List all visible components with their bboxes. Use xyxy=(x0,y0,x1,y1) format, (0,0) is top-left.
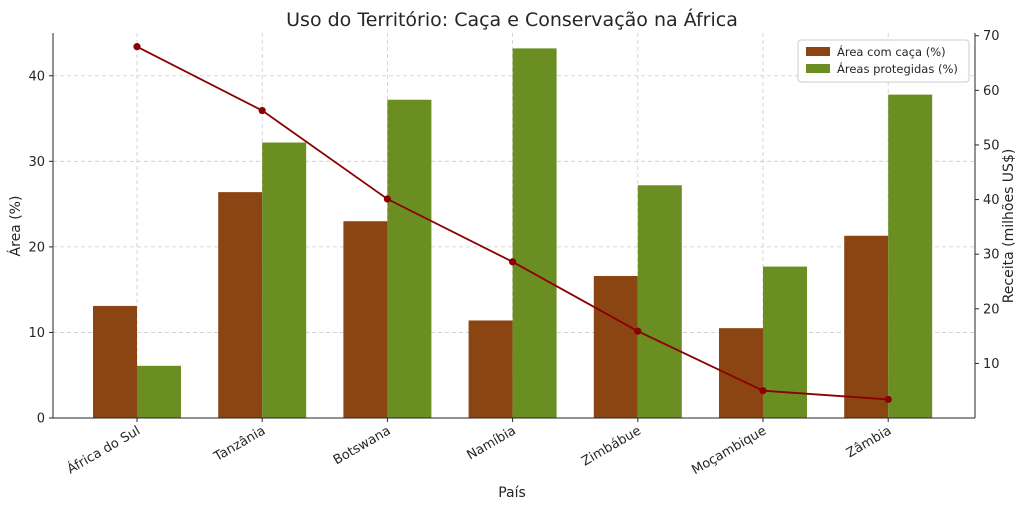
y-tick-label: 20 xyxy=(28,240,45,255)
axes xyxy=(49,33,979,422)
legend-label: Área com caça (%) xyxy=(837,44,946,59)
revenue-point-2 xyxy=(258,106,266,115)
y2-tick-label: 50 xyxy=(983,138,1000,153)
y-tick-label: 10 xyxy=(28,326,45,341)
y2-tick-label: 70 xyxy=(983,29,1000,44)
x-tick-label: Moçambique xyxy=(689,423,769,478)
legend-swatch xyxy=(806,47,830,56)
legend-box xyxy=(797,39,970,83)
protected-area-bar-3 xyxy=(387,99,432,418)
revenue-line xyxy=(133,43,892,404)
y2-tick-labels: 10 20 30 40 50 60 70 xyxy=(983,29,1000,372)
hunting-area-bar-3 xyxy=(343,221,388,418)
protected-area-bar-7 xyxy=(888,94,933,418)
hunting-area-bar-4 xyxy=(468,320,513,418)
y2-tick-label: 40 xyxy=(983,193,1000,208)
legend: Área com caça (%) Áreas protegidas (%) xyxy=(797,39,970,83)
hunting-area-bar-1 xyxy=(93,305,137,418)
revenue-point-1 xyxy=(133,43,141,51)
y-tick-label: 40 xyxy=(28,69,45,84)
revenue-point-5 xyxy=(634,327,642,335)
x-tick-label: Tanzânia xyxy=(211,423,268,465)
protected-area-bar-2 xyxy=(262,142,307,418)
hunting-area-bar-2 xyxy=(218,192,263,418)
y2-tick-label: 30 xyxy=(983,248,1000,263)
protected-area-bar-1 xyxy=(137,365,181,418)
x-tick-labels: África do Sul Tanzânia Botswana Namíbia Zimb… xyxy=(64,423,894,479)
protected-area-bar-4 xyxy=(512,48,557,419)
x-tick-label: Zâmbia xyxy=(844,423,894,461)
y-axis-label: Área (%) xyxy=(7,196,24,257)
chart-title: Uso do Território: Caça e Conservação na… xyxy=(286,8,738,31)
legend-swatch xyxy=(806,64,830,73)
y2-tick-label: 10 xyxy=(983,357,1000,372)
hunting-area-bar-7 xyxy=(844,235,889,418)
revenue-point-7 xyxy=(884,395,892,404)
y2-tick-label: 60 xyxy=(983,84,1000,99)
revenue-point-3 xyxy=(383,195,391,203)
x-tick-label: África do Sul xyxy=(64,423,143,478)
y2-axis-label: Receita (milhões US$) xyxy=(1001,149,1017,304)
x-axis-label: País xyxy=(498,485,526,501)
y2-tick-label: 20 xyxy=(983,302,1000,317)
hunting-area-bar-5 xyxy=(593,275,638,418)
y-tick-label: 0 xyxy=(37,412,45,427)
x-tick-label: Botswana xyxy=(331,423,394,468)
revenue-point-4 xyxy=(508,258,517,266)
bars xyxy=(93,48,933,419)
x-tick-label: Namíbia xyxy=(465,423,519,463)
protected-area-bar-6 xyxy=(763,266,807,418)
protected-area-bar-5 xyxy=(637,185,682,418)
y-tick-labels: 0 10 20 30 40 xyxy=(28,69,45,426)
y-tick-label: 30 xyxy=(28,155,45,170)
x-tick-label: Zimbábue xyxy=(579,423,644,469)
revenue-point-6 xyxy=(759,387,767,395)
legend-label: Áreas protegidas (%) xyxy=(837,61,958,76)
